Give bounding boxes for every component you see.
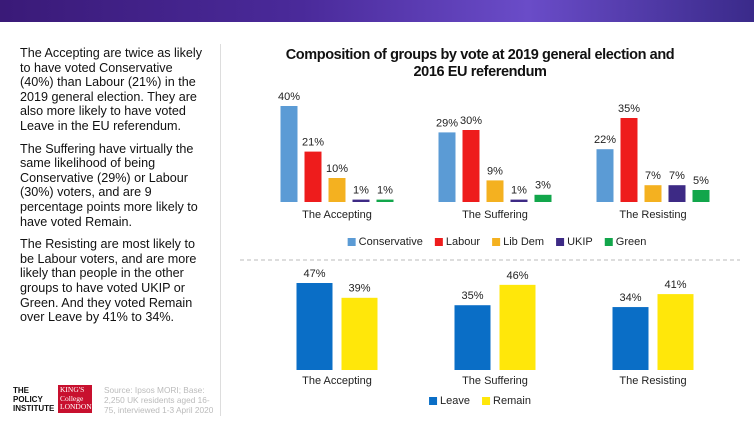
legend-swatch — [347, 238, 356, 246]
data-label: 34% — [619, 292, 641, 304]
paragraph: The Suffering have virtually the same li… — [20, 141, 198, 229]
logo: KING'S College LONDON — [58, 385, 92, 413]
paragraph: The Accepting are twice as likely to hav… — [20, 46, 202, 133]
source: Source: Ipsos MORI; Base: 2,250 UK resid… — [104, 385, 214, 415]
data-label: 41% — [664, 279, 686, 291]
legend-swatch — [429, 397, 438, 405]
bar — [280, 106, 298, 202]
data-label: 7% — [645, 170, 661, 182]
bar — [486, 180, 504, 202]
legend-swatch — [604, 238, 613, 246]
data-label: 22% — [594, 134, 616, 146]
bar — [510, 199, 528, 202]
bar — [612, 307, 649, 370]
data-label: 5% — [693, 175, 709, 187]
legend-label: Lib Dem — [503, 236, 544, 248]
x-tick-label: The Resisting — [619, 375, 686, 387]
data-label: 46% — [506, 270, 528, 282]
bar — [499, 284, 536, 370]
bar — [462, 130, 480, 202]
data-label: 35% — [618, 103, 640, 115]
bar — [692, 190, 710, 202]
x-tick-label: The Suffering — [462, 375, 528, 387]
logo: THE POLICY INSTITUTE — [13, 386, 55, 413]
x-tick-label: The Suffering — [462, 209, 528, 221]
data-label: 3% — [535, 180, 551, 192]
banner — [0, 0, 754, 22]
data-label: 7% — [669, 170, 685, 182]
bar — [596, 149, 614, 202]
bar — [657, 294, 694, 370]
bar — [352, 199, 370, 202]
bar — [376, 199, 394, 202]
bar — [328, 178, 346, 202]
bar — [644, 185, 662, 202]
sidebar: The Accepting are twice as likely to hav… — [20, 46, 202, 333]
bar — [534, 194, 552, 202]
legend-swatch — [492, 238, 501, 246]
bar — [620, 118, 638, 202]
bar — [341, 297, 378, 370]
legend-swatch — [434, 238, 443, 246]
legend-swatch — [556, 238, 565, 246]
divider — [220, 44, 221, 416]
data-label: 10% — [326, 163, 348, 175]
legend-label: Labour — [446, 236, 481, 248]
data-label: 9% — [487, 165, 503, 177]
chart-title: Composition of groups by vote at 2019 ge… — [285, 47, 675, 80]
x-tick-label: The Accepting — [302, 375, 372, 387]
legend-swatch — [482, 397, 491, 405]
bar — [668, 185, 686, 202]
bar — [304, 151, 322, 202]
data-label: 1% — [511, 185, 527, 197]
data-label: 40% — [278, 91, 300, 103]
bar — [438, 132, 456, 202]
data-label: 21% — [302, 137, 324, 149]
data-label: 1% — [377, 185, 393, 197]
data-label: 1% — [353, 185, 369, 197]
data-label: 39% — [348, 283, 370, 295]
bar — [296, 283, 333, 370]
legend-label: Leave — [440, 395, 470, 407]
data-label: 47% — [303, 268, 325, 280]
x-tick-label: The Accepting — [302, 209, 372, 221]
data-label: 30% — [460, 115, 482, 127]
paragraph: The Resisting are most likely to be Labo… — [20, 237, 197, 325]
legend-label: Conservative — [359, 236, 423, 248]
data-label: 35% — [461, 290, 483, 302]
legend-label: Green — [616, 236, 647, 248]
data-label: 29% — [436, 117, 458, 129]
x-tick-label: The Resisting — [619, 209, 686, 221]
bar — [454, 305, 491, 370]
legend-label: Remain — [493, 395, 531, 407]
legend-label: UKIP — [567, 236, 593, 248]
